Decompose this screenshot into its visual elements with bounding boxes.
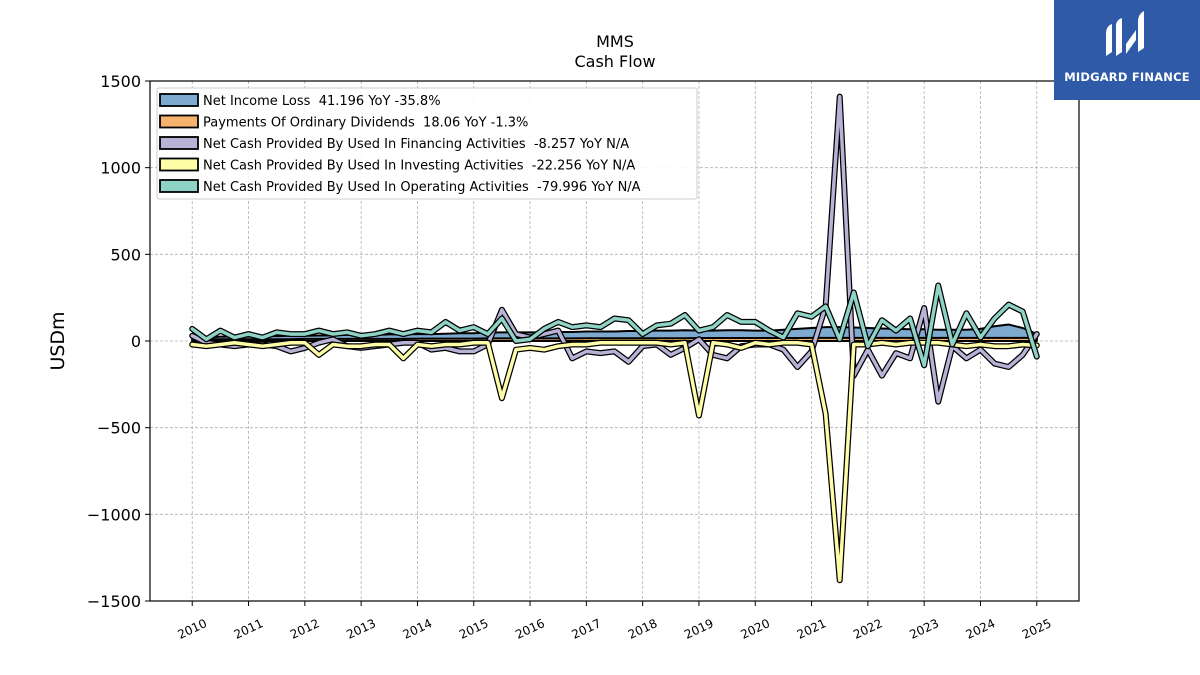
- y-axis: 1500 1000 500 0 −500 −1000 −1500: [87, 72, 150, 611]
- x-tick-label: 2024: [964, 616, 998, 642]
- series-line: [190, 94, 1039, 404]
- y-tick-label: 0: [131, 332, 141, 351]
- x-tick-label: 2013: [344, 616, 378, 642]
- x-tick-label: 2011: [232, 616, 266, 642]
- x-tick-label: 2017: [570, 616, 604, 642]
- series-layer: [189, 93, 1040, 584]
- x-axis: 2010 2011 2012 2013 2014 2015 2016 2017 2018 2019…: [175, 601, 1054, 642]
- series-line-outline: [189, 339, 1040, 584]
- series-line: [190, 340, 1039, 582]
- legend-label: Net Cash Provided By Used In Financing A…: [203, 137, 629, 152]
- legend-box: [156, 87, 698, 200]
- x-tick-label: 2025: [1020, 616, 1054, 642]
- legend-label: Net Cash Provided By Used In Investing A…: [203, 159, 635, 174]
- x-tick-label: 2022: [851, 616, 885, 642]
- x-tick-label: 2023: [907, 616, 941, 642]
- x-tick-label: 2021: [795, 616, 829, 642]
- y-tick-label: −1000: [87, 505, 141, 524]
- y-tick-label: −500: [97, 419, 141, 438]
- midgard-finance-logo: MIDGARD FINANCE: [1054, 0, 1200, 100]
- x-tick-label: 2014: [401, 616, 435, 642]
- y-axis-label: USDm: [47, 311, 69, 370]
- x-tick-label: 2015: [457, 616, 491, 642]
- brand-name: MIDGARD FINANCE: [1064, 70, 1190, 84]
- y-tick-label: −1500: [87, 592, 141, 611]
- y-tick-label: 1000: [100, 159, 141, 178]
- midgard-monogram-icon: [1106, 11, 1144, 56]
- legend-swatch: [159, 114, 199, 129]
- chart-title: MMS: [596, 32, 634, 51]
- x-tick-label: 2012: [288, 616, 322, 642]
- legend-label: Payments Of Ordinary Dividends 18.06 YoY…: [203, 116, 528, 131]
- series-2: [189, 93, 1040, 405]
- series-line: [190, 283, 1039, 368]
- legend-swatch: [159, 157, 199, 172]
- legend-label: Net Income Loss 41.196 YoY -35.8%: [203, 94, 441, 109]
- series-3: [189, 339, 1040, 584]
- legend-swatch: [159, 179, 199, 193]
- x-tick-label: 2016: [513, 616, 547, 642]
- legend-swatch: [159, 136, 199, 150]
- legend-swatch: [159, 93, 199, 107]
- series-4: [189, 282, 1040, 369]
- x-tick-label: 2010: [175, 616, 209, 642]
- x-tick-label: 2018: [626, 616, 660, 642]
- legend: Net Income Loss 41.196 YoY -35.8% Payment…: [156, 87, 698, 200]
- chart-subtitle: Cash Flow: [574, 52, 655, 71]
- y-tick-label: 1500: [100, 72, 141, 91]
- x-tick-label: 2020: [738, 616, 772, 642]
- y-tick-label: 500: [110, 245, 141, 264]
- x-tick-label: 2019: [682, 616, 716, 642]
- legend-label: Net Cash Provided By Used In Operating A…: [203, 180, 641, 195]
